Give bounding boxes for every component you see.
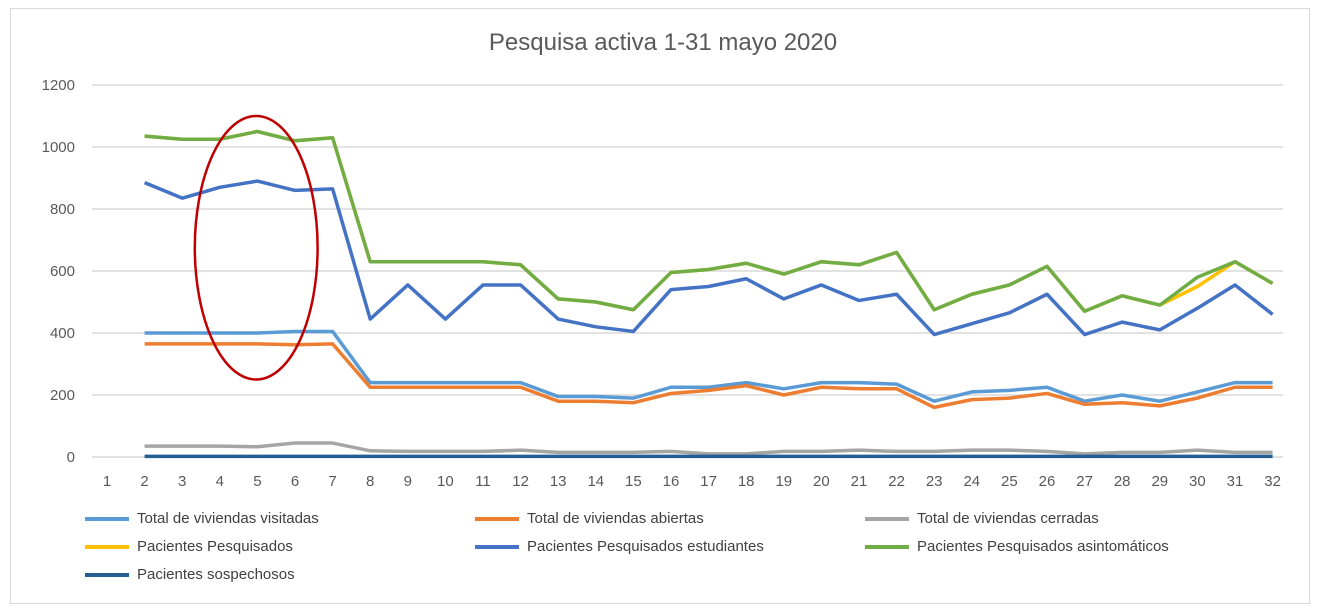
legend-label: Pacientes Pesquisados asintomáticos [917, 538, 1169, 555]
y-tick-label: 0 [67, 449, 75, 466]
legend-label: Pacientes Pesquisados [137, 538, 293, 555]
x-tick-label: 32 [1264, 473, 1281, 490]
legend-label: Pacientes Pesquisados estudiantes [527, 538, 764, 555]
y-tick-label: 200 [50, 387, 75, 404]
x-tick-label: 21 [851, 473, 868, 490]
y-tick-label: 600 [50, 263, 75, 280]
x-tick-label: 22 [888, 473, 905, 490]
x-tick-label: 30 [1189, 473, 1206, 490]
x-tick-label: 25 [1001, 473, 1018, 490]
y-tick-label: 400 [50, 325, 75, 342]
legend-item: Total de viviendas visitadas [85, 510, 319, 527]
legend-item: Pacientes sospechosos [85, 566, 295, 583]
legend-label: Total de viviendas abiertas [527, 510, 704, 527]
legend-item: Total de viviendas abiertas [475, 510, 704, 527]
highlight-ellipse [193, 114, 319, 381]
x-tick-label: 29 [1151, 473, 1168, 490]
x-tick-label: 1 [103, 473, 111, 490]
x-tick-label: 3 [178, 473, 186, 490]
x-tick-label: 28 [1114, 473, 1131, 490]
x-tick-label: 31 [1227, 473, 1244, 490]
x-tick-label: 6 [291, 473, 299, 490]
x-tick-label: 14 [587, 473, 604, 490]
legend-item: Pacientes Pesquisados asintomáticos [865, 538, 1169, 555]
legend-swatch [85, 572, 129, 577]
legend-label: Pacientes sospechosos [137, 566, 295, 583]
y-tick-label: 800 [50, 201, 75, 218]
series-line-4 [143, 179, 1274, 337]
x-tick-label: 10 [437, 473, 454, 490]
x-tick-label: 27 [1076, 473, 1093, 490]
x-tick-label: 15 [625, 473, 642, 490]
legend-label: Total de viviendas cerradas [917, 510, 1099, 527]
legend-label: Total de viviendas visitadas [137, 510, 319, 527]
legend-item: Total de viviendas cerradas [865, 510, 1099, 527]
x-tick-label: 9 [404, 473, 412, 490]
legend-swatch [475, 544, 519, 549]
x-tick-label: 12 [512, 473, 529, 490]
x-tick-label: 11 [475, 473, 491, 490]
chart-title: Pesquisa activa 1-31 mayo 2020 [489, 29, 837, 56]
x-tick-label: 20 [813, 473, 830, 490]
x-tick-label: 8 [366, 473, 374, 490]
x-tick-label: 17 [700, 473, 717, 490]
x-tick-label: 7 [328, 473, 336, 490]
x-tick-label: 23 [926, 473, 943, 490]
x-tick-label: 19 [775, 473, 792, 490]
legend-swatch [85, 516, 129, 521]
legend-swatch [475, 516, 519, 521]
x-tick-label: 26 [1039, 473, 1056, 490]
x-tick-label: 5 [253, 473, 261, 490]
series-line-1 [144, 342, 1273, 410]
series-line-0 [144, 329, 1273, 403]
series-line-2 [144, 441, 1273, 456]
legend-swatch [865, 516, 909, 521]
chart-frame [10, 8, 1310, 604]
legend-item: Pacientes Pesquisados [85, 538, 293, 555]
legend-swatch [85, 544, 129, 549]
x-tick-label: 24 [963, 473, 980, 490]
x-tick-label: 13 [550, 473, 567, 490]
legend-item: Pacientes Pesquisados estudiantes [475, 538, 764, 555]
x-tick-label: 18 [738, 473, 755, 490]
series-line-5 [144, 129, 1274, 314]
legend-swatch [865, 544, 909, 549]
x-tick-label: 16 [663, 473, 680, 490]
y-tick-label: 1000 [42, 139, 75, 156]
y-tick-label: 1200 [42, 77, 75, 94]
x-tick-label: 2 [140, 473, 148, 490]
x-tick-label: 4 [216, 473, 224, 490]
